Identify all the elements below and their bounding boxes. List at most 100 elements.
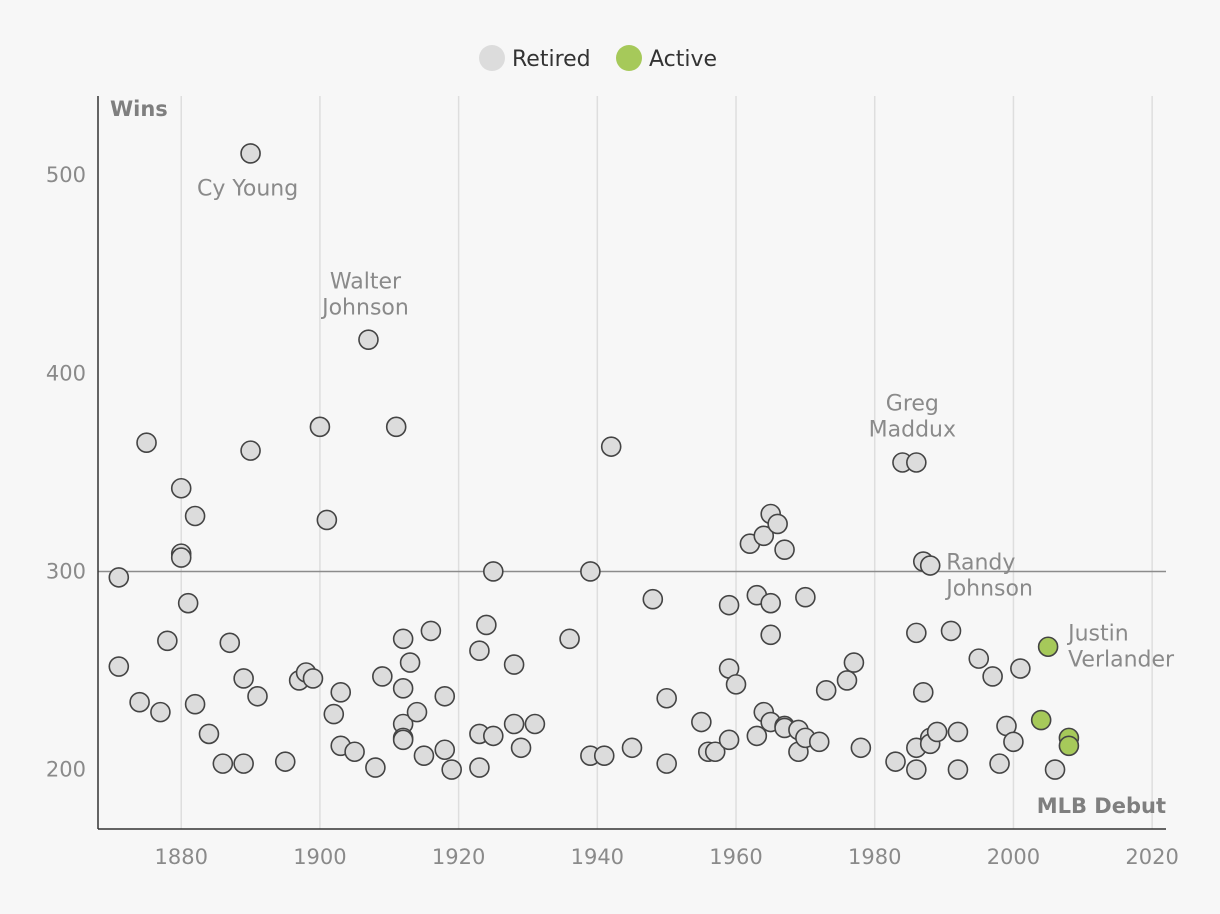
- point-retired-90: [815, 680, 837, 701]
- legend-label-active: Active: [649, 47, 717, 72]
- point-retired-64: [656, 753, 677, 774]
- point-retired-56: [559, 628, 580, 650]
- x-tick-label-1980: 1980: [848, 845, 901, 869]
- x-axis-ticks: 1880 1900 1920 1940 1960 1980 2000 2020: [154, 845, 1178, 869]
- legend-swatch-active: [616, 45, 642, 71]
- point-retired-5: [157, 630, 178, 652]
- annotation-2: Greg Maddux: [869, 392, 956, 443]
- x-tick-label-1940: 1940: [571, 845, 624, 869]
- y-axis-ticks: 200 300 400 500: [46, 163, 86, 781]
- point-retired-9: [177, 592, 199, 614]
- y-tick-label-200: 200: [46, 758, 86, 782]
- point-retired-52: [503, 654, 525, 675]
- point-retired-89: [808, 731, 830, 753]
- point-retired-70: [718, 729, 740, 751]
- point-retired-48: [469, 757, 490, 778]
- point-retired-32: [372, 666, 393, 687]
- point-retired-78: [760, 592, 782, 614]
- point-retired-26: [323, 703, 345, 725]
- annotation-2-line-1: Maddux: [869, 418, 956, 443]
- axes: [97, 96, 1166, 830]
- legend-label-retired: Retired: [512, 47, 591, 72]
- x-axis-title: MLB Debut: [1037, 794, 1166, 818]
- annotation-0: Cy Young: [197, 176, 298, 201]
- point-retired-17: [240, 143, 261, 164]
- annotation-3: Randy Johnson: [944, 551, 1033, 602]
- x-tick-label-1880: 1880: [154, 845, 207, 869]
- point-retired-41: [413, 745, 435, 767]
- point-retired-30: [358, 329, 379, 350]
- point-retired-71: [725, 674, 747, 695]
- point-retired-44: [434, 739, 456, 761]
- annotation-0-line-0: Cy Young: [197, 176, 298, 201]
- point-retired-34: [392, 628, 414, 650]
- annotation-4-line-0: Justin: [1066, 622, 1129, 647]
- point-retired-92: [843, 652, 865, 673]
- point-retired-91: [836, 670, 858, 691]
- point-retired-113: [1003, 731, 1024, 753]
- x-tick-label-1960: 1960: [709, 845, 762, 869]
- point-retired-108: [947, 759, 969, 780]
- point-retired-59: [593, 745, 615, 767]
- y-tick-label-300: 300: [46, 559, 86, 583]
- point-retired-40: [406, 701, 428, 723]
- point-retired-111: [989, 753, 1010, 774]
- x-tick-label-1920: 1920: [432, 845, 485, 869]
- gridlines: [180, 96, 1153, 829]
- point-retired-18: [240, 440, 261, 461]
- x-tick-label-1900: 1900: [293, 845, 346, 869]
- x-tick-label-2020: 2020: [1125, 845, 1178, 869]
- point-retired-87: [795, 586, 816, 608]
- point-retired-3: [136, 432, 157, 453]
- y-tick-label-500: 500: [46, 163, 86, 187]
- point-retired-55: [524, 713, 546, 735]
- point-retired-23: [302, 668, 324, 689]
- point-active-0: [1030, 709, 1052, 731]
- point-retired-96: [906, 452, 927, 473]
- point-retired-82: [774, 539, 795, 560]
- annotations: Cy Young Walter Johnson Greg Maddux Randy John…: [197, 176, 1175, 672]
- point-retired-105: [926, 721, 948, 743]
- point-retired-68: [718, 594, 740, 616]
- point-retired-54: [510, 737, 532, 759]
- annotation-4: Justin Verlander: [1066, 622, 1175, 673]
- annotation-1: Walter Johnson: [320, 270, 409, 321]
- point-retired-39: [399, 652, 421, 673]
- point-retired-109: [968, 648, 990, 669]
- point-retired-79: [760, 624, 782, 646]
- point-retired-107: [947, 721, 969, 743]
- point-retired-75: [753, 525, 775, 547]
- point-retired-57: [580, 561, 601, 582]
- point-retired-94: [885, 751, 906, 772]
- point-retired-102: [919, 555, 941, 576]
- point-retired-74: [746, 725, 768, 747]
- point-retired-35: [392, 678, 414, 699]
- point-retired-13: [212, 753, 234, 774]
- point-retired-8: [170, 547, 192, 568]
- point-retired-106: [940, 620, 962, 642]
- point-retired-31: [365, 757, 386, 778]
- point-retired-25: [316, 509, 338, 531]
- annotation-3-line-0: Randy: [946, 551, 1015, 576]
- point-retired-110: [982, 666, 1003, 687]
- point-retired-16: [233, 753, 254, 774]
- legend: Retired Active: [479, 45, 717, 72]
- point-retired-15: [233, 668, 254, 689]
- annotation-4-line-1: Verlander: [1068, 648, 1175, 673]
- point-retired-49: [476, 614, 497, 636]
- point-retired-63: [656, 687, 677, 709]
- point-retired-24: [309, 416, 331, 438]
- annotation-3-line-1: Johnson: [944, 577, 1033, 602]
- point-retired-33: [385, 416, 407, 438]
- point-retired-115: [1044, 759, 1066, 780]
- point-retired-0: [108, 567, 130, 588]
- point-retired-99: [906, 759, 927, 780]
- legend-swatch-retired: [479, 45, 505, 71]
- point-retired-53: [503, 713, 525, 735]
- x-tick-label-2000: 2000: [987, 845, 1040, 869]
- point-retired-12: [198, 723, 220, 745]
- point-retired-101: [912, 682, 934, 703]
- point-retired-14: [219, 632, 241, 654]
